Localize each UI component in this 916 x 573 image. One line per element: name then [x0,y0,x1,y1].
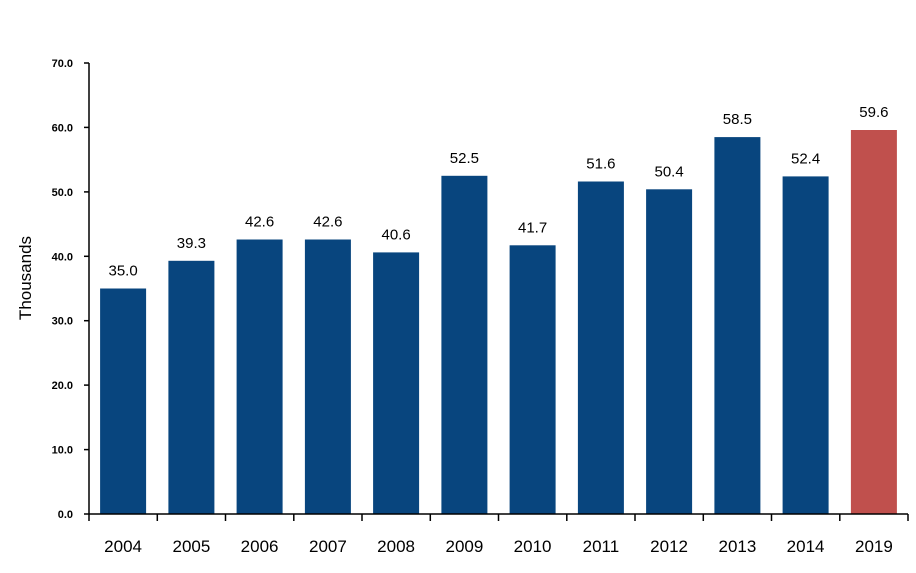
bar-2010 [509,245,556,515]
bar-2019 [850,130,897,514]
data-label-2004: 35.0 [108,263,137,280]
bar-2014 [782,176,829,514]
data-label-2013: 58.5 [723,111,752,128]
bar-2006 [236,239,283,514]
x-tick-label-2010: 2010 [514,537,552,556]
data-label-2011: 51.6 [586,156,615,173]
x-tick-label-2008: 2008 [377,537,415,556]
y-tick-label-70.0: 70.0 [52,58,73,70]
y-tick-label-0.0: 0.0 [58,509,73,521]
bar-2011 [577,181,624,514]
y-axis-title: Thousands [16,236,35,320]
x-tick-label-2005: 2005 [172,537,210,556]
y-tick-label-40.0: 40.0 [52,251,73,263]
y-tick-label-20.0: 20.0 [52,380,73,392]
data-label-2012: 50.4 [654,163,683,180]
x-tick-label-2007: 2007 [309,537,347,556]
data-label-2014: 52.4 [791,150,820,167]
bar-2008 [373,252,420,514]
data-label-2005: 39.3 [177,235,206,252]
x-tick-label-2019: 2019 [855,537,893,556]
x-tick-label-2006: 2006 [241,537,279,556]
y-tick-label-50.0: 50.0 [52,187,73,199]
data-label-2010: 41.7 [518,219,547,236]
data-label-2006: 42.6 [245,214,274,231]
x-tick-label-2014: 2014 [787,537,825,556]
y-tick-label-60.0: 60.0 [52,122,73,134]
bar-2005 [168,260,215,514]
x-tick-label-2009: 2009 [445,537,483,556]
bar-2012 [646,189,693,515]
bar-2013 [714,137,761,514]
data-label-2008: 40.6 [381,226,410,243]
x-tick-label-2011: 2011 [583,537,620,556]
x-tick-label-2012: 2012 [650,537,688,556]
y-tick-label-30.0: 30.0 [52,316,73,328]
data-label-2007: 42.6 [313,214,342,231]
data-label-2019: 59.6 [859,104,888,121]
x-tick-label-2013: 2013 [718,537,756,556]
bars-layer: 35.0 39.3 42.6 42.6 40.6 52.5 41.7 51.6 50.4 58.5… [100,104,897,515]
axes-layer: 2004 2005 2006 2007 2008 2009 2010 2011 2012 2013… [52,58,909,556]
bar-2009 [441,175,488,515]
x-tick-label-2004: 2004 [104,537,142,556]
bar-2007 [304,239,351,514]
y-tick-label-10.0: 10.0 [52,445,73,457]
bar-2004 [100,288,147,514]
data-label-2009: 52.5 [450,150,479,167]
